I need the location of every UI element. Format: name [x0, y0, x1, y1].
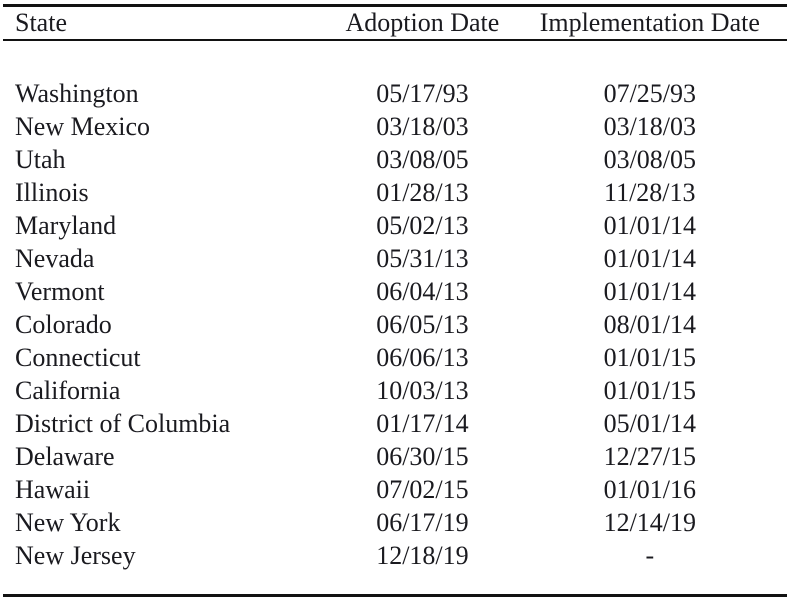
state-cell: Nevada	[15, 244, 95, 273]
spacer-row-bottom	[3, 572, 787, 596]
state-cell: Vermont	[15, 277, 105, 306]
implementation-date-cell: 03/08/05	[603, 145, 697, 174]
state-cell: New York	[15, 508, 121, 537]
table-row: Connecticut 06/06/13 01/01/15	[3, 341, 787, 374]
table-row: Vermont 06/04/13 01/01/14	[3, 275, 787, 308]
adoption-date-cell: 05/31/13	[376, 244, 469, 273]
table-row: Delaware 06/30/15 12/27/15	[3, 440, 787, 473]
table-row: Hawaii 07/02/15 01/01/16	[3, 473, 787, 506]
table-row: New Jersey 12/18/19 -	[3, 539, 787, 572]
adoption-date-cell: 10/03/13	[376, 376, 469, 405]
state-adoption-table: State Adoption Date Implementation Date …	[3, 4, 787, 597]
table-row: New Mexico 03/18/03 03/18/03	[3, 110, 787, 143]
column-header-state: State	[3, 5, 333, 41]
spacer	[3, 572, 787, 596]
table-row: New York 06/17/19 12/14/19	[3, 506, 787, 539]
table-row: Maryland 05/02/13 01/01/14	[3, 209, 787, 242]
state-cell: Maryland	[15, 211, 117, 240]
state-cell: Illinois	[15, 178, 89, 207]
adoption-date-cell: 05/17/93	[376, 79, 469, 108]
state-cell: New Mexico	[15, 112, 151, 141]
adoption-date-cell: 03/08/05	[376, 145, 469, 174]
implementation-date-cell: 07/25/93	[603, 79, 697, 108]
implementation-date-cell: 12/14/19	[603, 508, 697, 537]
state-cell: District of Columbia	[15, 409, 231, 438]
state-cell: Colorado	[15, 310, 112, 339]
state-cell: Delaware	[15, 442, 115, 471]
state-cell: California	[15, 376, 121, 405]
table-row: Colorado 06/05/13 08/01/14	[3, 308, 787, 341]
table-row: Utah 03/08/05 03/08/05	[3, 143, 787, 176]
state-cell: Washington	[15, 79, 139, 108]
implementation-date-cell: 01/01/14	[603, 244, 697, 273]
state-cell: Hawaii	[15, 475, 91, 504]
implementation-date-cell: 05/01/14	[603, 409, 697, 438]
table-header: State Adoption Date Implementation Date	[3, 5, 787, 41]
implementation-date-cell: 12/27/15	[603, 442, 697, 471]
spacer	[3, 40, 787, 77]
adoption-date-cell: 06/30/15	[376, 442, 469, 471]
spacer-row-top	[3, 40, 787, 77]
header-row: State Adoption Date Implementation Date	[3, 5, 787, 41]
table-body: Washington 05/17/93 07/25/93 New Mexico …	[3, 40, 787, 596]
adoption-date-cell: 06/04/13	[376, 277, 469, 306]
adoption-date-cell: 06/05/13	[376, 310, 469, 339]
adoption-date-cell: 03/18/03	[376, 112, 469, 141]
table-row: District of Columbia 01/17/14 05/01/14	[3, 407, 787, 440]
implementation-date-cell: 01/01/15	[603, 343, 697, 372]
state-cell: Connecticut	[15, 343, 141, 372]
implementation-date-cell: -	[645, 541, 655, 570]
implementation-date-cell: 01/01/14	[603, 277, 697, 306]
implementation-date-cell: 01/01/15	[603, 376, 697, 405]
adoption-date-cell: 01/28/13	[376, 178, 469, 207]
column-header-implementation-date: Implementation Date	[512, 5, 787, 41]
state-cell: New Jersey	[15, 541, 136, 570]
adoption-date-cell: 05/02/13	[376, 211, 469, 240]
implementation-date-cell: 01/01/14	[603, 211, 697, 240]
table-row: Nevada 05/31/13 01/01/14	[3, 242, 787, 275]
implementation-date-cell: 03/18/03	[603, 112, 697, 141]
column-header-adoption-date: Adoption Date	[332, 5, 513, 41]
adoption-date-cell: 01/17/14	[376, 409, 469, 438]
adoption-date-cell: 07/02/15	[376, 475, 469, 504]
adoption-date-cell: 06/06/13	[376, 343, 469, 372]
adoption-date-cell: 06/17/19	[376, 508, 469, 537]
state-cell: Utah	[15, 145, 66, 174]
implementation-date-cell: 08/01/14	[603, 310, 697, 339]
implementation-date-cell: 01/01/16	[603, 475, 697, 504]
table-row: California 10/03/13 01/01/15	[3, 374, 787, 407]
table-row: Illinois 01/28/13 11/28/13	[3, 176, 787, 209]
implementation-date-cell: 11/28/13	[604, 178, 696, 207]
adoption-date-cell: 12/18/19	[376, 541, 469, 570]
table-row: Washington 05/17/93 07/25/93	[3, 77, 787, 110]
